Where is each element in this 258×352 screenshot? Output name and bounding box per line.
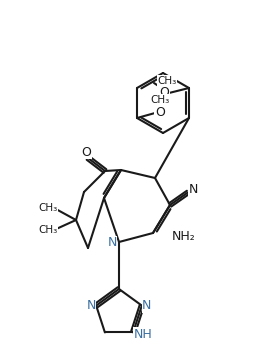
Text: CH₃: CH₃ <box>150 95 170 105</box>
Text: O: O <box>159 86 169 99</box>
Text: N: N <box>86 299 96 312</box>
Text: N: N <box>107 237 117 250</box>
Text: N: N <box>142 299 151 312</box>
Text: O: O <box>81 145 91 158</box>
Text: CH₃: CH₃ <box>38 225 58 235</box>
Text: N: N <box>188 183 198 196</box>
Text: NH₂: NH₂ <box>172 230 196 243</box>
Text: O: O <box>155 106 165 119</box>
Text: CH₃: CH₃ <box>38 203 58 213</box>
Text: CH₃: CH₃ <box>157 76 177 86</box>
Text: NH: NH <box>134 328 152 341</box>
